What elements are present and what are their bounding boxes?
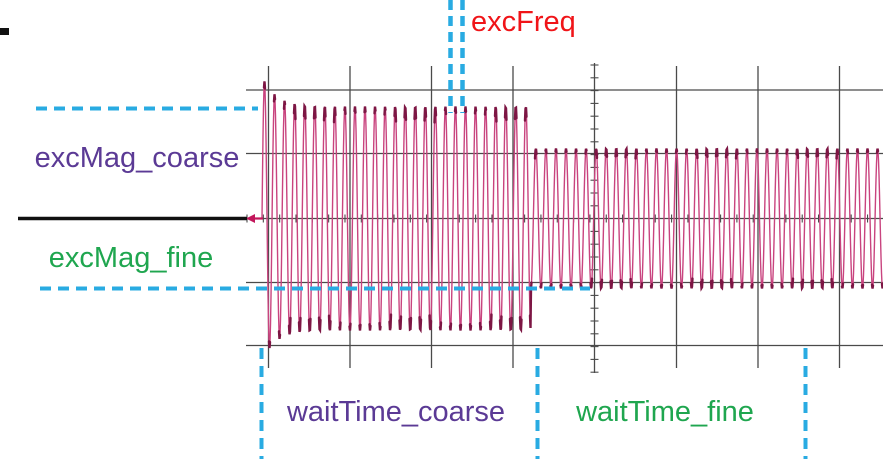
wait-time-fine-label: waitTime_fine [575,396,754,428]
wait-time-coarse-label: waitTime_coarse [286,396,505,428]
excitation-trace-peaks [262,81,883,349]
trace-start-arrow-icon [246,214,255,223]
scope-grid [246,63,883,373]
excitation-trace [261,81,883,349]
exc-freq-label: excFreq [471,6,576,38]
exc-mag-fine-label: excMag_fine [49,242,213,274]
exc-mag-coarse-label: excMag_coarse [35,142,240,174]
